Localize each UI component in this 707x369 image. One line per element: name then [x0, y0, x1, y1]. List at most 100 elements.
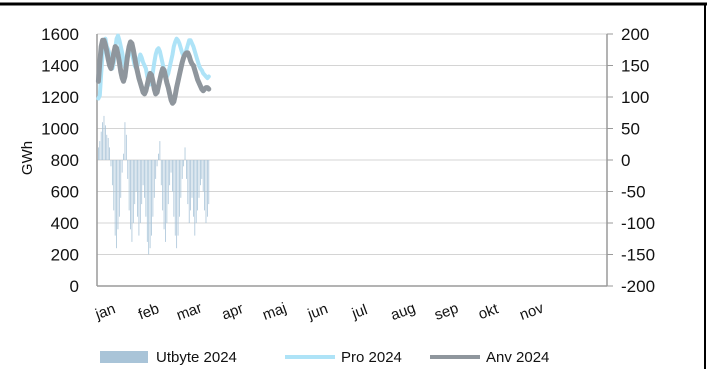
utbyte-bar — [169, 160, 171, 186]
right-tick-label: 100 — [621, 88, 649, 107]
utbyte-bar — [99, 141, 101, 160]
utbyte-bar — [173, 160, 175, 217]
utbyte-bar — [118, 160, 120, 217]
left-tick-label: 200 — [51, 246, 79, 265]
utbyte-bar — [138, 160, 140, 236]
utbyte-bar — [123, 153, 124, 160]
left-tick-label: 1000 — [41, 120, 79, 139]
utbyte-bar — [106, 134, 108, 160]
utbyte-bar — [103, 115, 105, 160]
line-pro-2024 — [96, 33, 211, 101]
utbyte-bar — [186, 160, 187, 179]
left-tick-label: 600 — [51, 183, 79, 202]
line-anv-2024 — [95, 37, 212, 106]
utbyte-bar — [205, 160, 207, 223]
right-tick-label: -50 — [621, 183, 646, 202]
utbyte-bar — [206, 160, 208, 217]
utbyte-bar — [197, 160, 199, 211]
utbyte-bar — [194, 160, 196, 236]
left-tick-label: 0 — [70, 277, 79, 296]
utbyte-bar — [177, 160, 179, 236]
utbyte-bar — [102, 122, 103, 160]
utbyte-bar — [151, 160, 152, 236]
utbyte-bar — [134, 160, 136, 205]
right-tick-label: -100 — [621, 214, 655, 233]
legend-swatch-utbyte — [100, 351, 148, 363]
utbyte-bar — [201, 160, 203, 179]
month-label: jun — [305, 300, 331, 323]
right-tick-label: -200 — [621, 277, 655, 296]
utbyte-bar — [145, 160, 147, 217]
utbyte-bar — [190, 160, 192, 211]
month-label: okt — [476, 300, 501, 323]
right-tick-label: 200 — [621, 25, 649, 44]
utbyte-bar — [172, 160, 173, 192]
month-label: feb — [136, 300, 161, 323]
utbyte-bar — [97, 147, 99, 160]
left-tick-label: 800 — [51, 151, 79, 170]
series-utbyte-bars — [97, 115, 210, 255]
utbyte-bar — [162, 160, 164, 211]
utbyte-bar — [159, 141, 161, 160]
utbyte-bar — [170, 160, 172, 173]
utbyte-bar — [132, 160, 134, 223]
legend-label: Pro 2024 — [341, 349, 402, 366]
utbyte-bar — [104, 125, 106, 160]
utbyte-bar — [187, 160, 189, 205]
right-tick-label: 50 — [621, 120, 640, 139]
left-axis-ticks: 0 200 400 600 800 1000 1200 1400 1600 — [41, 25, 79, 296]
utbyte-bar — [181, 160, 183, 179]
utbyte-bar — [131, 160, 133, 242]
utbyte-bar — [139, 160, 141, 223]
legend-label: Utbyte 2024 — [156, 349, 237, 366]
month-label: jul — [349, 301, 370, 322]
utbyte-bar — [183, 160, 185, 167]
left-tick-label: 400 — [51, 214, 79, 233]
utbyte-bar — [146, 160, 148, 242]
utbyte-bar — [109, 147, 110, 160]
utbyte-bar — [125, 134, 127, 160]
utbyte-bar — [199, 160, 201, 186]
left-tick-label: 1600 — [41, 25, 79, 44]
legend-label: Anv 2024 — [486, 349, 549, 366]
utbyte-bar — [142, 160, 144, 186]
utbyte-bar — [191, 160, 193, 198]
utbyte-bar — [179, 160, 180, 217]
utbyte-bar — [135, 160, 137, 192]
utbyte-bar — [156, 160, 158, 167]
utbyte-bar — [114, 160, 116, 236]
utbyte-bar — [149, 160, 151, 249]
y-axis-label: GWh — [19, 141, 36, 175]
utbyte-bar — [174, 160, 176, 236]
utbyte-bar — [204, 160, 205, 211]
utbyte-bar — [121, 160, 123, 173]
utbyte-bar — [165, 160, 166, 242]
right-tick-label: 0 — [621, 151, 630, 170]
utbyte-bar — [110, 160, 112, 167]
utbyte-bar — [127, 160, 129, 179]
utbyte-bar — [144, 160, 145, 198]
utbyte-bar — [124, 122, 126, 160]
series-lines — [95, 33, 212, 106]
utbyte-bar — [153, 160, 155, 198]
left-tick-label: 1200 — [41, 88, 79, 107]
utbyte-bar — [166, 160, 168, 223]
month-label: jan — [92, 300, 118, 323]
utbyte-bar — [180, 160, 182, 198]
utbyte-bar — [167, 160, 169, 205]
utbyte-bar — [137, 160, 138, 217]
utbyte-bar — [208, 160, 210, 205]
utbyte-bar — [184, 147, 186, 160]
utbyte-bar — [120, 160, 122, 198]
utbyte-bar — [193, 160, 194, 217]
right-tick-label: -150 — [621, 246, 655, 265]
utbyte-bar — [100, 131, 102, 160]
month-label: apr — [220, 300, 246, 323]
utbyte-bar — [111, 160, 113, 186]
utbyte-bar — [116, 160, 117, 249]
utbyte-bar — [130, 160, 131, 230]
utbyte-bar — [113, 160, 115, 211]
utbyte-bar — [148, 160, 150, 255]
right-tick-label: 150 — [621, 57, 649, 76]
